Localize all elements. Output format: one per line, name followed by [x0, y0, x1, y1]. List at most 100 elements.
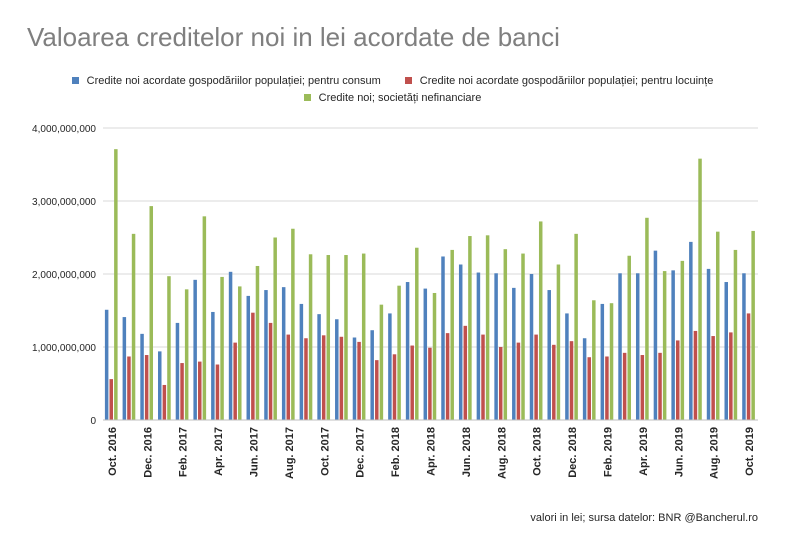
bar-series-2-25 — [556, 264, 561, 420]
bar-series-2-19 — [450, 249, 454, 420]
bar-series-0-17 — [405, 282, 410, 420]
bar-series-0-32 — [671, 270, 675, 420]
bar-series-1-31 — [658, 352, 662, 420]
legend-label-societati: Credite noi; societăți nefinanciare — [318, 91, 482, 104]
bar-series-1-9 — [268, 322, 273, 420]
bar-series-2-33 — [698, 158, 702, 420]
bar-series-1-8 — [251, 312, 255, 420]
bar-series-0-33 — [689, 241, 693, 420]
bar-series-1-21 — [481, 334, 485, 420]
bar-series-0-15 — [370, 330, 374, 420]
x-tick-label: Jun. 2018 — [461, 427, 473, 477]
x-tick-label: Feb. 2017 — [178, 427, 190, 477]
bar-series-1-5 — [198, 361, 202, 420]
bar-series-0-10 — [281, 287, 286, 420]
bar-series-1-35 — [729, 332, 733, 420]
bar-series-2-0 — [114, 149, 118, 421]
y-tick-label: 2,000,000,000 — [32, 270, 96, 281]
bar-series-0-20 — [458, 264, 463, 420]
bar-series-2-15 — [379, 304, 384, 420]
bar-series-2-17 — [415, 247, 419, 420]
legend-item-locuinte: Credite noi acordate gospodăriilor popul… — [404, 75, 713, 87]
bar-series-2-13 — [344, 255, 348, 420]
bar-series-0-30 — [635, 273, 640, 420]
bar-series-2-20 — [468, 236, 472, 420]
bar-series-1-28 — [605, 356, 609, 420]
bar-series-2-24 — [538, 221, 543, 420]
bar-series-2-11 — [308, 254, 313, 420]
bar-series-1-33 — [693, 330, 698, 420]
legend-swatch-locuinte — [404, 77, 412, 84]
bar-series-2-32 — [680, 260, 685, 420]
bar-series-1-3 — [162, 384, 167, 420]
bar-series-2-29 — [627, 255, 631, 420]
bar-series-2-5 — [202, 216, 207, 420]
bar-series-1-2 — [144, 355, 149, 420]
x-tick-label: Dec. 2018 — [567, 427, 579, 478]
bar-series-1-10 — [286, 334, 291, 420]
bar-series-1-34 — [711, 336, 715, 420]
bar-series-2-10 — [291, 228, 295, 420]
bar-series-2-31 — [662, 271, 667, 420]
legend: Credite noi acordate gospodăriilor popul… — [0, 72, 785, 106]
y-tick-label: 1,000,000,000 — [32, 343, 96, 354]
y-tick-label: 0 — [90, 416, 96, 427]
bar-series-1-18 — [428, 347, 432, 420]
bar-series-1-22 — [498, 347, 503, 420]
bar-series-2-6 — [220, 276, 224, 420]
bar-series-1-24 — [534, 334, 538, 420]
bar-series-0-27 — [582, 338, 587, 420]
bar-series-1-14 — [357, 341, 361, 420]
bar-series-2-12 — [326, 255, 331, 420]
bar-series-0-25 — [547, 290, 551, 420]
x-tick-label: Jun. 2019 — [673, 427, 685, 477]
bar-series-1-7 — [233, 342, 237, 420]
bar-series-1-36 — [746, 313, 751, 420]
bar-series-2-9 — [273, 237, 277, 420]
legend-label-consum: Credite noi acordate gospodăriilor popul… — [86, 74, 381, 87]
bar-series-2-4 — [184, 289, 189, 420]
bar-series-0-13 — [335, 319, 339, 420]
x-tick-label: Jun. 2017 — [248, 427, 260, 477]
bar-series-1-30 — [640, 355, 645, 420]
bar-series-0-31 — [653, 250, 658, 420]
bar-series-0-22 — [494, 273, 498, 420]
bar-series-0-3 — [158, 351, 162, 420]
bar-series-1-16 — [392, 354, 397, 420]
bar-series-1-32 — [675, 340, 680, 420]
bar-series-2-16 — [397, 285, 401, 420]
bar-series-1-0 — [109, 379, 114, 420]
bar-series-2-3 — [167, 276, 171, 420]
bar-series-0-21 — [476, 272, 481, 420]
x-tick-label: Oct. 2018 — [532, 427, 544, 476]
x-tick-label: Apr. 2019 — [638, 427, 650, 476]
bar-series-2-1 — [131, 233, 136, 420]
chart-title: Valoarea creditelor noi in lei acordate … — [27, 22, 560, 52]
bar-series-1-25 — [552, 344, 556, 420]
legend-swatch-consum — [71, 77, 79, 84]
bar-series-0-1 — [122, 317, 127, 420]
y-tick-label: 3,000,000,000 — [32, 197, 96, 208]
bar-series-1-19 — [445, 333, 450, 420]
bar-series-2-18 — [432, 292, 437, 420]
x-tick-label: Feb. 2019 — [603, 427, 615, 477]
x-tick-label: Oct. 2017 — [319, 427, 331, 476]
bar-series-1-23 — [516, 342, 521, 420]
x-tick-label: Apr. 2018 — [426, 427, 438, 476]
bar-series-0-35 — [724, 282, 728, 420]
bar-series-0-24 — [529, 274, 534, 420]
bar-series-0-2 — [140, 333, 144, 420]
bar-series-1-12 — [321, 335, 326, 420]
bar-series-2-28 — [609, 303, 614, 420]
bar-series-0-28 — [600, 303, 605, 420]
bar-series-0-19 — [441, 256, 445, 420]
bar-series-0-14 — [352, 337, 357, 420]
bar-series-0-16 — [388, 313, 392, 420]
bar-series-2-14 — [361, 253, 366, 420]
bar-series-2-35 — [733, 249, 738, 420]
bar-series-0-12 — [317, 314, 321, 420]
bar-series-1-26 — [569, 341, 574, 420]
x-tick-label: Feb. 2018 — [390, 427, 402, 477]
bar-series-2-36 — [751, 230, 755, 420]
x-tick-label: Apr. 2017 — [213, 427, 225, 476]
